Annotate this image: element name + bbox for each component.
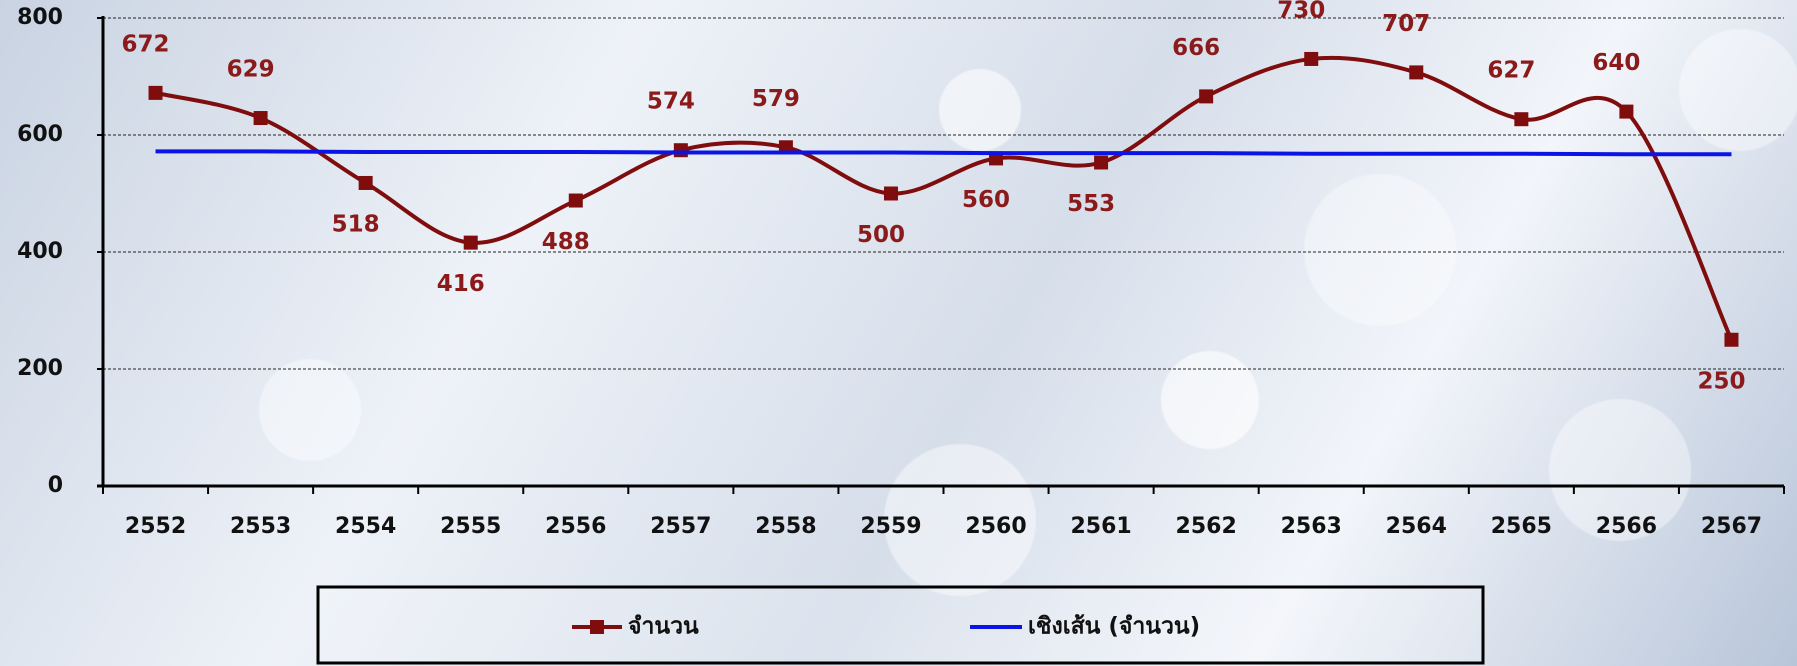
marker [1724,332,1739,347]
marker [1199,89,1214,104]
data-label: 553 [1067,191,1115,217]
y-tick-label: 600 [17,122,63,147]
x-tick-label: 2552 [125,514,186,539]
y-tick-label: 800 [17,5,63,30]
data-label: 518 [332,211,380,237]
marker [253,111,268,126]
marker [1514,112,1529,127]
data-label: 560 [962,187,1010,213]
data-label: 416 [437,271,485,297]
marker [148,85,163,100]
x-tick-label: 2557 [650,514,711,539]
data-label: 488 [542,229,590,255]
x-tick-label: 2564 [1386,514,1447,539]
x-tick-label: 2563 [1281,514,1342,539]
marker [673,143,688,158]
x-tick-label: 2566 [1596,514,1657,539]
x-tick-label: 2558 [755,514,816,539]
x-tick-label: 2553 [230,514,291,539]
x-tick-label: 2554 [335,514,396,539]
data-label: 579 [752,86,800,112]
data-label: 730 [1277,0,1325,23]
x-tick-label: 2561 [1070,514,1131,539]
data-label: 707 [1382,11,1430,37]
marker [1094,155,1109,170]
marker [1619,104,1634,119]
marker [883,186,898,201]
data-label: 666 [1172,35,1220,61]
data-label: 574 [647,89,695,115]
data-line [155,55,1734,341]
data-label: 627 [1487,58,1535,84]
data-label: 640 [1592,50,1640,76]
data-label: 500 [857,222,905,248]
data-label: 672 [122,31,170,57]
x-tick-label: 2567 [1701,514,1762,539]
marker [568,193,583,208]
trend-line [155,149,1732,157]
x-tick-label: 2562 [1176,514,1237,539]
legend-box [316,585,1485,665]
legend-label: จำนวน [628,614,699,640]
data-label: 250 [1697,368,1745,394]
legend-label: เชิงเส้น (จำนวน) [1028,614,1200,640]
marker [463,235,478,250]
x-tick-label: 2556 [545,514,606,539]
x-tick-label: 2555 [440,514,501,539]
marker [358,175,373,190]
data-label: 629 [227,57,275,83]
legend-marker [590,620,604,634]
y-tick-label: 0 [48,473,63,498]
marker [1304,51,1319,66]
x-tick-label: 2560 [965,514,1026,539]
x-tick-label: 2559 [860,514,921,539]
y-tick-label: 400 [17,239,63,264]
x-tick-label: 2565 [1491,514,1552,539]
y-tick-label: 200 [17,356,63,381]
marker [1409,65,1424,80]
